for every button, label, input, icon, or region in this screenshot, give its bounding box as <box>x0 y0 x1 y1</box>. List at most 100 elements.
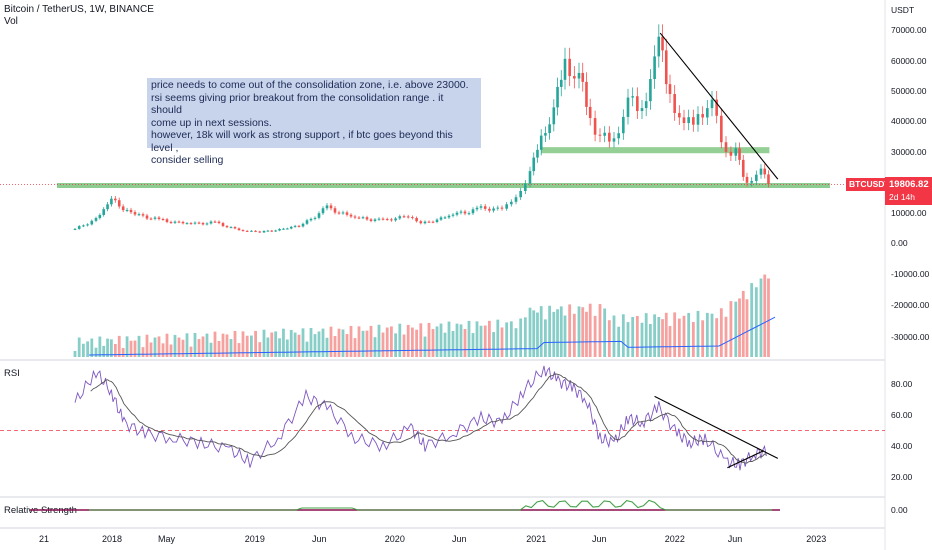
volume-bar <box>270 332 274 357</box>
time-axis-label: Jun <box>312 534 327 544</box>
candle-body <box>664 50 668 85</box>
volume-bar <box>301 328 305 357</box>
price-axis-currency: USDT <box>891 5 914 15</box>
volume-bar <box>750 283 754 357</box>
candle-body <box>282 228 285 230</box>
candle-body <box>767 174 770 184</box>
candle-body <box>349 214 353 217</box>
volume-bar <box>603 308 607 357</box>
candle-body <box>297 225 301 227</box>
price-axis-tick-label: 70000.00 <box>891 25 927 35</box>
candle-body <box>673 94 676 113</box>
volume-bar <box>110 339 113 357</box>
vol-label[interactable]: Vol <box>4 16 18 27</box>
volume-bar <box>254 330 257 357</box>
price-axis-tick-label: -30000.00 <box>891 332 930 342</box>
candle-body <box>266 230 270 232</box>
volume-bar <box>514 328 518 357</box>
volume-bar <box>161 343 165 357</box>
candle-body <box>451 214 455 216</box>
candle-body <box>701 114 704 118</box>
volume-bar <box>402 334 406 357</box>
candle-body <box>241 230 245 232</box>
volume-bar <box>86 341 89 357</box>
candle-body <box>313 217 317 219</box>
candle-body <box>479 206 483 208</box>
candle-body <box>173 221 177 223</box>
candle-body <box>568 58 571 77</box>
candle-body <box>423 221 427 224</box>
volume-bar <box>496 319 500 357</box>
candle-body <box>435 219 439 223</box>
candle-body <box>245 230 249 232</box>
candle-body <box>94 218 98 221</box>
volume-bar <box>177 337 181 357</box>
candle-body <box>715 99 718 116</box>
candle-body <box>365 217 369 220</box>
candle-body <box>724 142 728 152</box>
volume-bar <box>626 322 630 357</box>
volume-bar <box>745 299 749 357</box>
candle-body <box>755 174 758 181</box>
candle-body <box>149 218 153 220</box>
volume-bar <box>353 338 357 357</box>
time-axis-label: 2019 <box>245 534 265 544</box>
volume-bar <box>528 307 532 357</box>
volume-bar <box>90 338 94 357</box>
candles-group <box>73 24 770 234</box>
volume-bar <box>759 278 763 357</box>
candle-body <box>321 208 325 214</box>
candle-body <box>729 151 733 156</box>
volume-bar <box>173 334 177 357</box>
candle-body <box>153 217 157 219</box>
candle-body <box>229 227 233 229</box>
candle-body <box>90 220 94 225</box>
chart-title[interactable]: Bitcoin / TetherUS, 1W, BINANCE <box>4 4 154 15</box>
candle-body <box>431 221 435 223</box>
price-trendline <box>659 32 779 180</box>
volume-bar <box>568 304 572 357</box>
volume-bar <box>313 334 317 357</box>
candle-body <box>598 134 602 136</box>
volume-bar <box>325 337 329 357</box>
volume-bar <box>427 322 431 357</box>
candle-body <box>225 226 229 228</box>
candle-body <box>217 221 221 224</box>
volume-bar <box>305 341 309 357</box>
candle-body <box>588 106 592 119</box>
rsi-trendline-upper <box>654 395 779 459</box>
candle-body <box>500 207 504 209</box>
volume-bar <box>577 306 581 357</box>
candle-body <box>622 116 625 134</box>
annotation-note[interactable]: price needs to come out of the consolida… <box>147 78 481 166</box>
candle-body <box>286 228 289 230</box>
rsi-label: RSI <box>4 368 20 379</box>
volume-bar <box>585 311 588 357</box>
volume-bar <box>431 329 435 357</box>
candle-body <box>738 148 741 160</box>
volume-bar <box>439 323 443 357</box>
volume-bar <box>471 333 475 357</box>
volume-bar <box>225 334 229 357</box>
candle-body <box>325 205 329 209</box>
consolidation-zone <box>541 147 770 154</box>
candle-body <box>750 180 753 183</box>
candle-body <box>398 216 402 219</box>
candle-body <box>394 218 397 221</box>
candle-body <box>577 72 581 79</box>
candle-body <box>373 219 377 221</box>
volume-bar <box>193 332 197 357</box>
volume-bar <box>563 315 567 357</box>
candle-body <box>305 220 309 224</box>
volume-bar <box>664 312 668 357</box>
rsi-tick-label: 40.00 <box>891 441 913 451</box>
volume-ma-line <box>88 316 776 356</box>
candle-body <box>106 204 109 210</box>
volume-bar <box>98 336 102 357</box>
volume-bar <box>394 333 397 357</box>
volume-bar <box>691 322 695 357</box>
candle-body <box>361 217 365 219</box>
volume-bar <box>741 290 745 357</box>
rsi-line <box>74 365 767 471</box>
